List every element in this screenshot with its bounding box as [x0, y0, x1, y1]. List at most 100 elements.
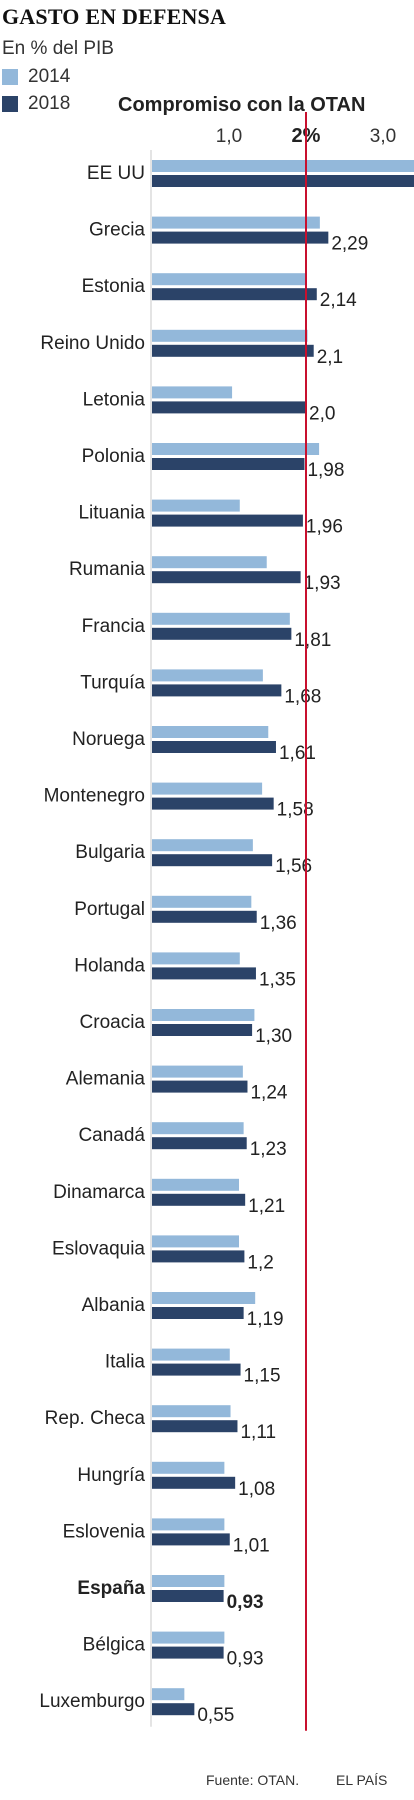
- value-label-2018: 1,96: [306, 517, 343, 538]
- value-label-2018: 1,19: [247, 1309, 284, 1330]
- bar-2018: [152, 458, 305, 470]
- bar-2014: [152, 1178, 240, 1191]
- category-label: Bélgica: [83, 1635, 146, 1656]
- bar-2014: [152, 1688, 185, 1701]
- bar-2018: [152, 1420, 238, 1433]
- bar-2018: [152, 1024, 253, 1036]
- value-label-2018: 1,30: [255, 1026, 292, 1047]
- category-label: Grecia: [89, 220, 145, 241]
- legend-label-2018: 2018: [28, 93, 71, 114]
- category-label: Hungría: [77, 1465, 145, 1486]
- reference-line-label: Compromiso con la OTAN: [118, 94, 366, 116]
- bar-2018: [152, 1590, 224, 1602]
- category-label: Luxemburgo: [39, 1691, 145, 1712]
- category-label: Polonia: [82, 446, 146, 467]
- value-label-2018: 1,61: [279, 743, 316, 764]
- bar-2014: [152, 386, 233, 399]
- bar-2014: [152, 1405, 231, 1418]
- bar-2018: [152, 571, 301, 584]
- bar-2014: [152, 216, 320, 229]
- value-label-2018: 1,58: [277, 800, 314, 821]
- bar-2014: [152, 1122, 244, 1135]
- bar-2018: [152, 1476, 236, 1489]
- bar-2014: [152, 1292, 256, 1304]
- value-label-2018: 1,81: [294, 630, 331, 651]
- value-label-2018: 0,55: [197, 1705, 234, 1726]
- bar-2014: [152, 1348, 230, 1361]
- bar-2014: [152, 443, 320, 455]
- bar-2014: [152, 839, 253, 852]
- bar-2014: [152, 1575, 225, 1587]
- bar-2018: [152, 1363, 241, 1376]
- value-label-2018: 2,14: [320, 290, 357, 311]
- bar-2014: [152, 782, 263, 795]
- bar-2018: [152, 1193, 246, 1206]
- value-label-2018: 1,15: [244, 1366, 281, 1387]
- bar-2018: [152, 1250, 245, 1263]
- bar-2014: [152, 273, 306, 286]
- legend-swatch-2018: [2, 96, 18, 112]
- value-label-2018: 1,2: [247, 1252, 273, 1273]
- legend-item-2018: 2018: [2, 93, 70, 115]
- category-label: Italia: [105, 1352, 146, 1373]
- category-label: Bulgaria: [75, 842, 145, 863]
- bar-2018: [152, 1307, 244, 1319]
- category-label: Alemania: [66, 1069, 146, 1090]
- category-label: Montenegro: [44, 786, 145, 807]
- value-label-2018: 1,93: [304, 573, 341, 594]
- bar-2018: [152, 1703, 195, 1716]
- bar-2014: [152, 160, 414, 172]
- chart-subtitle: En % del PIB: [2, 38, 114, 59]
- bar-2018: [152, 175, 414, 187]
- bar-2018: [152, 288, 317, 301]
- value-label-2018: 0,93: [227, 1649, 264, 1670]
- category-label: Turquía: [80, 672, 145, 693]
- value-label-2018: 1,98: [307, 460, 344, 481]
- bar-2014: [152, 669, 263, 682]
- bar-2014: [152, 1065, 243, 1078]
- value-label-2018: 2,0: [309, 403, 335, 424]
- bar-2018: [152, 910, 257, 923]
- bar-2018: [152, 401, 306, 414]
- category-label: Eslovaquia: [52, 1238, 145, 1259]
- legend-item-2014: 2014: [2, 66, 70, 88]
- bar-2018: [152, 514, 303, 527]
- category-label: Rumania: [69, 559, 145, 580]
- category-label: Croacia: [80, 1012, 146, 1033]
- bar-2014: [152, 895, 252, 908]
- category-label: Francia: [82, 616, 146, 637]
- chart-title: GASTO EN DEFENSA: [2, 4, 227, 29]
- value-label-2018: 2,29: [331, 234, 368, 255]
- x-tick-label: 3,0: [370, 126, 396, 147]
- category-label: España: [77, 1578, 145, 1599]
- x-tick-label: 1,0: [216, 126, 242, 147]
- value-label-2018: 1,35: [259, 969, 296, 990]
- bar-2014: [152, 1461, 225, 1474]
- bar-2018: [152, 967, 256, 980]
- category-label: Canadá: [78, 1125, 145, 1146]
- bar-2014: [152, 1631, 225, 1644]
- category-label: Reino Unido: [40, 333, 145, 354]
- bar-2014: [152, 329, 308, 342]
- bar-2014: [152, 1009, 255, 1021]
- bar-2018: [152, 231, 329, 244]
- category-label: Dinamarca: [53, 1182, 145, 1203]
- value-label-2018: 2,1: [317, 347, 343, 368]
- category-label: Lituania: [78, 503, 145, 524]
- value-label-2018: 1,11: [240, 1422, 276, 1443]
- category-label: EE UU: [87, 163, 145, 184]
- bar-2018: [152, 344, 314, 357]
- bar-2018: [152, 1137, 247, 1150]
- category-label: Letonia: [83, 389, 146, 410]
- bar-2018: [152, 684, 282, 697]
- category-label: Portugal: [74, 899, 145, 920]
- category-label: Albania: [82, 1295, 146, 1316]
- bar-2018: [152, 854, 273, 867]
- value-label-2018: 1,23: [250, 1139, 287, 1160]
- bar-2018: [152, 1533, 230, 1546]
- value-label-2018: 1,08: [238, 1479, 275, 1500]
- value-label-2018: 0,93: [227, 1592, 264, 1613]
- bar-2014: [152, 556, 267, 569]
- category-label: Holanda: [74, 955, 145, 976]
